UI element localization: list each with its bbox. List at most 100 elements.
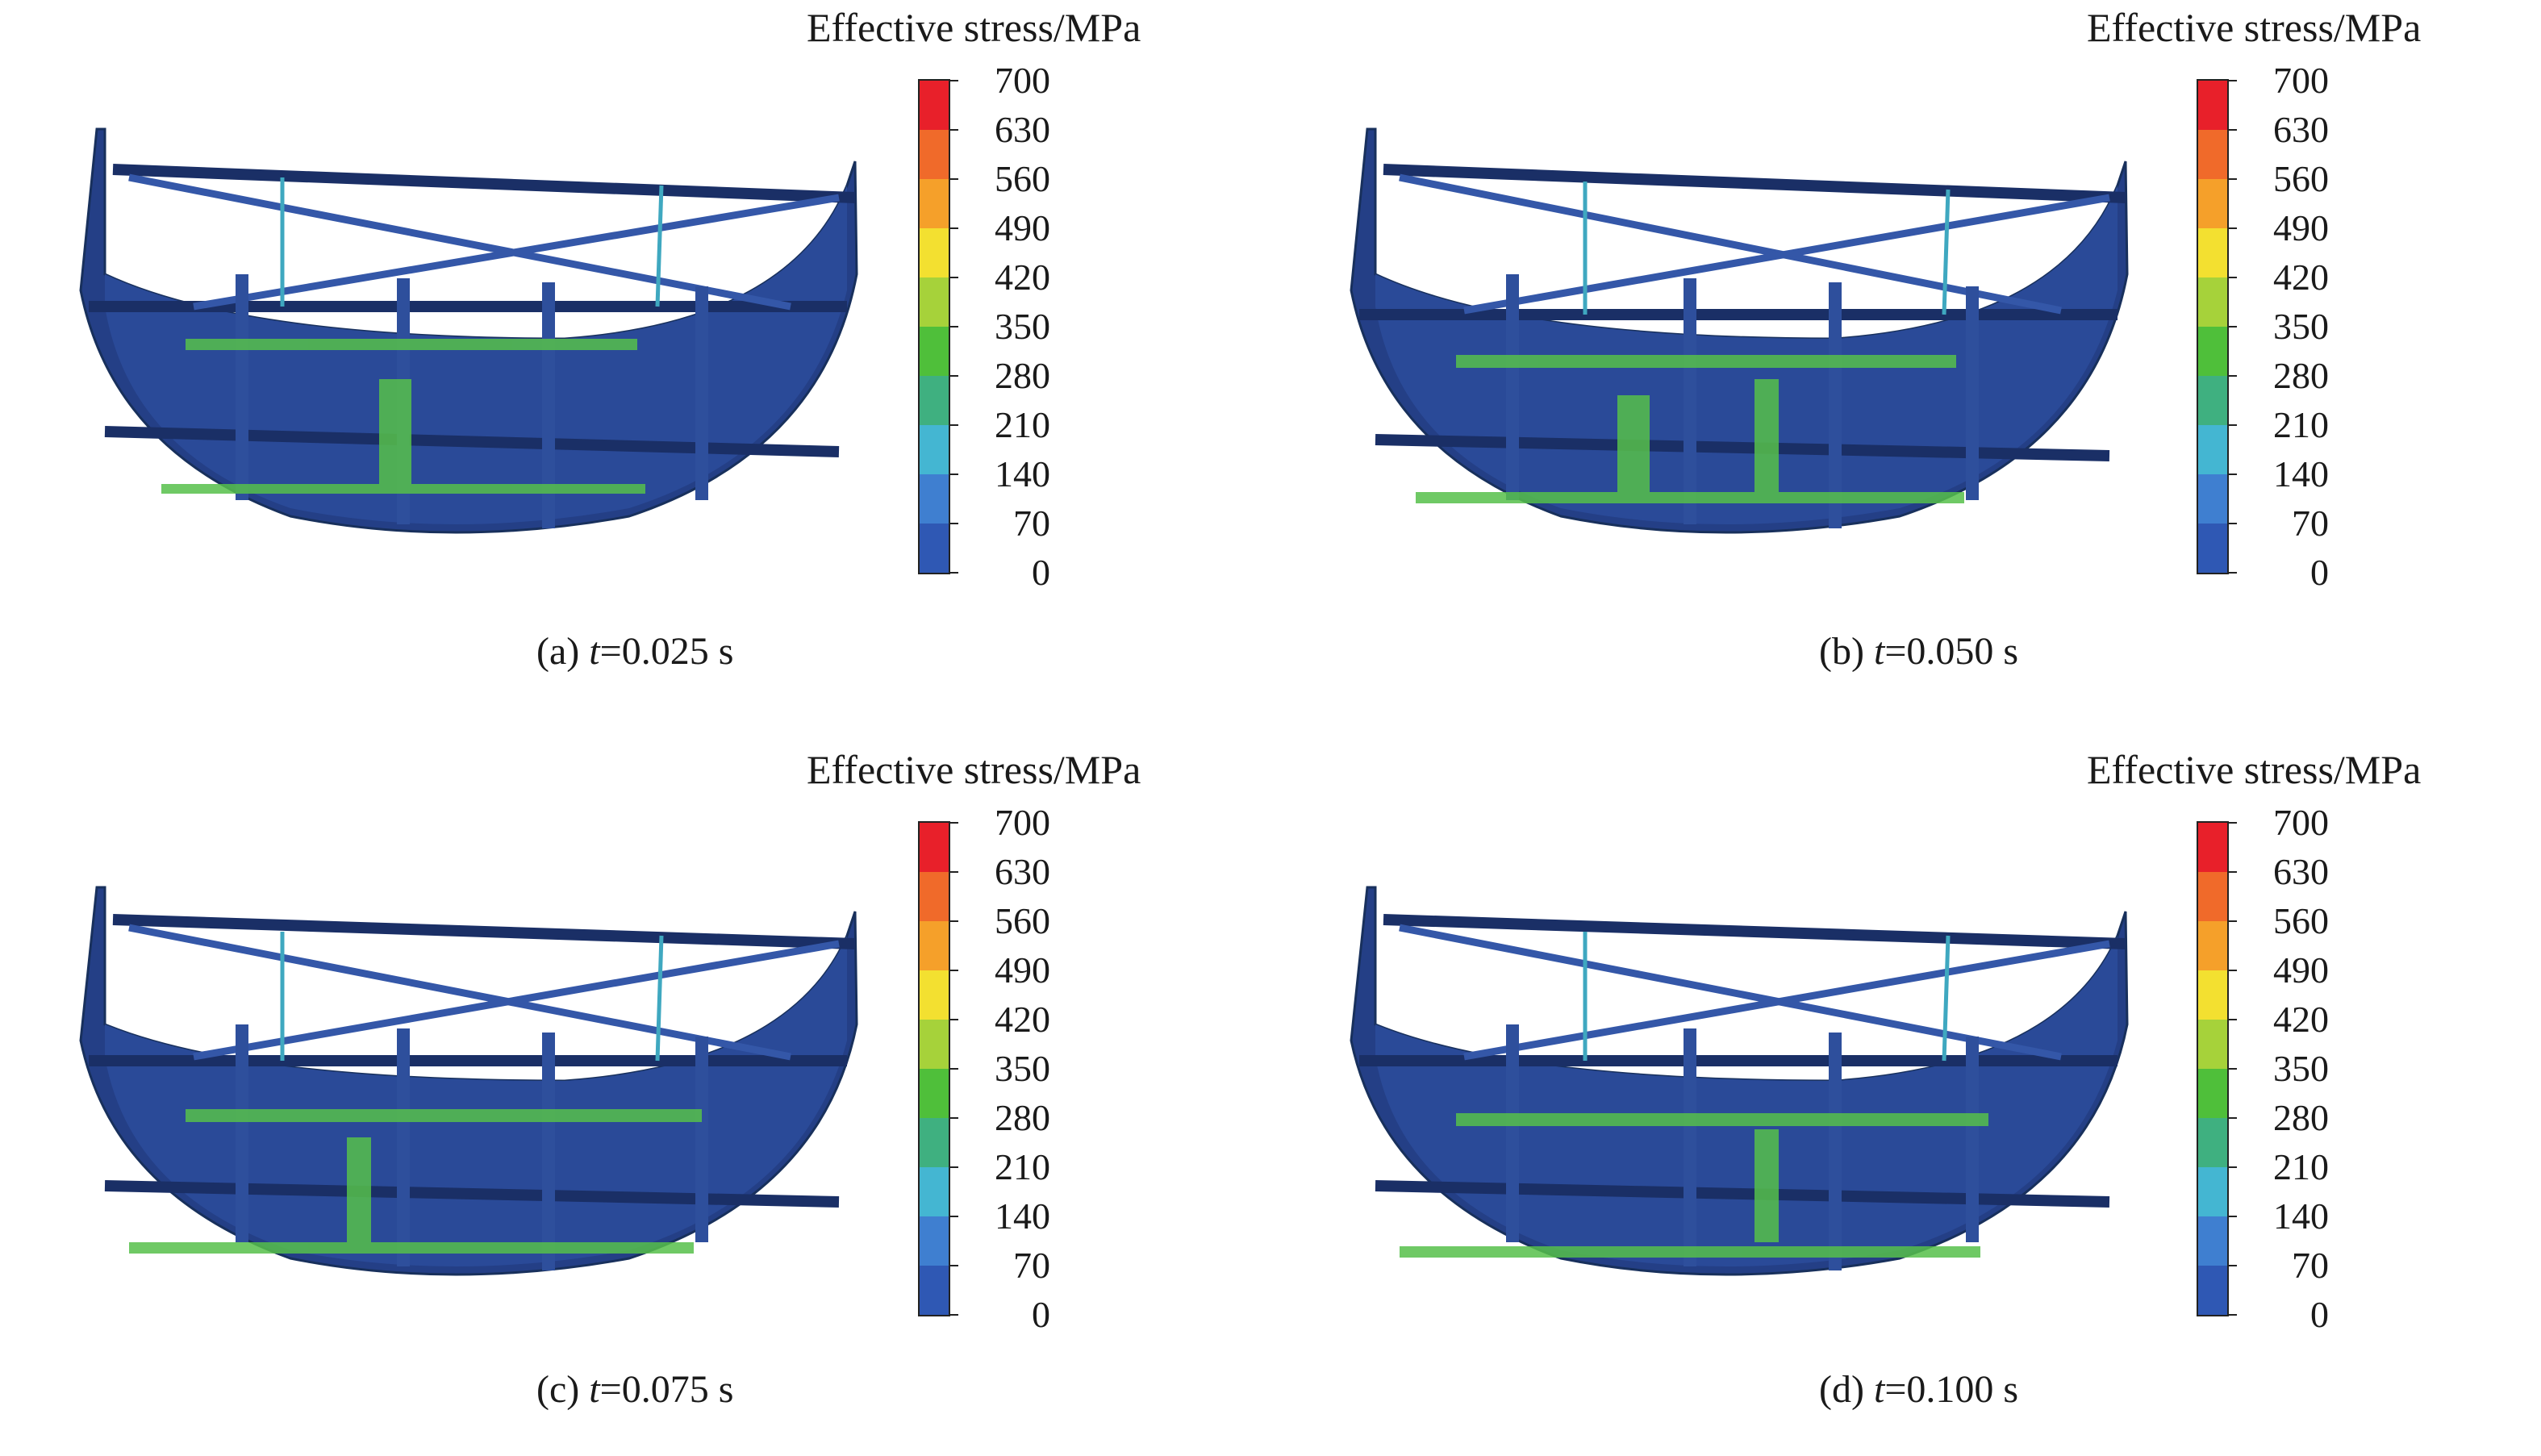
caption-label: (d) <box>1819 1368 1874 1411</box>
colorbar-segment <box>2198 81 2227 130</box>
colorbar-title: Effective stress/MPa <box>2087 5 2422 50</box>
colorbar-tick-label: 140 <box>995 453 1050 494</box>
colorbar-segment <box>2198 474 2227 524</box>
colorbar-tick-mark <box>2229 523 2237 524</box>
colorbar-segment <box>2198 179 2227 228</box>
hull-structure-render <box>1350 886 2129 1276</box>
caption-value: =0.075 s <box>599 1368 734 1411</box>
colorbar-segment <box>2198 1167 2227 1216</box>
colorbar-tick-mark <box>950 129 958 131</box>
colorbar-tick-label: 350 <box>2273 306 2329 347</box>
colorbar-tick-mark <box>2229 1314 2237 1316</box>
panel-caption: (a) t=0.025 s <box>536 629 733 674</box>
hull-structure-render <box>79 127 858 534</box>
colorbar-segment <box>2198 228 2227 277</box>
colorbar-tick-mark <box>2229 375 2237 377</box>
colorbar-tick-label: 630 <box>2273 109 2329 150</box>
panel-a: Effective stress/MPa (a) t=0.025 s 700 63… <box>0 0 1270 714</box>
colorbar-tick-label: 280 <box>2273 1097 2329 1138</box>
colorbar-tick-mark <box>950 277 958 278</box>
colorbar-segment <box>920 1167 949 1216</box>
colorbar-tick-label: 140 <box>2273 453 2329 494</box>
colorbar-segment <box>920 1216 949 1266</box>
colorbar-tick-mark <box>2229 572 2237 574</box>
colorbar-tick-mark <box>950 920 958 922</box>
caption-variable: t <box>1873 1368 1885 1411</box>
colorbar-tick-mark <box>2229 871 2237 873</box>
caption-value: =0.100 s <box>1884 1368 2019 1411</box>
colorbar-segment <box>2198 130 2227 179</box>
colorbar-tick-label: 70 <box>1013 1245 1050 1286</box>
colorbar-tick-label: 140 <box>995 1195 1050 1237</box>
colorbar-tick-label: 140 <box>2273 1195 2329 1237</box>
colorbar-tick-label: 280 <box>2273 355 2329 396</box>
colorbar-segment <box>920 823 949 872</box>
colorbar-segment <box>2198 1020 2227 1069</box>
colorbar-tick-mark <box>950 1265 958 1266</box>
colorbar-tick-label: 420 <box>995 257 1050 298</box>
colorbar-tick-mark <box>950 424 958 426</box>
colorbar <box>2197 79 2229 574</box>
colorbar-tick-mark <box>2229 1117 2237 1119</box>
colorbar-tick-mark <box>2229 1265 2237 1266</box>
colorbar-tick-mark <box>950 474 958 475</box>
colorbar-tick-label: 0 <box>2310 552 2329 593</box>
colorbar-tick-mark <box>2229 1019 2237 1020</box>
colorbar-tick-mark <box>950 375 958 377</box>
panel-d: Effective stress/MPa (d) t=0.100 s 700 63… <box>1270 742 2541 1456</box>
colorbar-tick-mark <box>2229 277 2237 278</box>
colorbar-tick-mark <box>2229 1166 2237 1168</box>
colorbar-segment <box>920 81 949 130</box>
colorbar-segment <box>920 228 949 277</box>
colorbar-tick-mark <box>2229 822 2237 824</box>
colorbar-segment <box>920 1020 949 1069</box>
colorbar-segment <box>2198 277 2227 327</box>
colorbar-tick-label: 210 <box>995 1146 1050 1187</box>
colorbar-tick-label: 280 <box>995 355 1050 396</box>
colorbar-tick-mark <box>950 326 958 327</box>
colorbar-tick-label: 280 <box>995 1097 1050 1138</box>
colorbar-title: Effective stress/MPa <box>807 747 1141 792</box>
panel-caption: (d) t=0.100 s <box>1819 1367 2018 1412</box>
colorbar-tick-label: 490 <box>995 207 1050 248</box>
colorbar-tick-mark <box>2229 1216 2237 1217</box>
colorbar-segment <box>920 1069 949 1118</box>
caption-label: (b) <box>1819 630 1874 673</box>
colorbar-segment <box>2198 921 2227 970</box>
colorbar-tick-label: 560 <box>2273 900 2329 941</box>
colorbar <box>918 821 950 1316</box>
colorbar-tick-mark <box>950 1019 958 1020</box>
colorbar <box>2197 821 2229 1316</box>
colorbar-segment <box>920 327 949 376</box>
colorbar-segment <box>2198 327 2227 376</box>
colorbar-title: Effective stress/MPa <box>2087 747 2422 792</box>
colorbar-tick-mark <box>2229 227 2237 229</box>
panel-caption: (c) t=0.075 s <box>536 1367 733 1412</box>
panel-caption: (b) t=0.050 s <box>1819 629 2018 674</box>
caption-variable: t <box>589 630 600 673</box>
colorbar-segment <box>920 179 949 228</box>
colorbar-tick-mark <box>950 1216 958 1217</box>
colorbar-tick-label: 70 <box>1013 503 1050 544</box>
colorbar-tick-label: 490 <box>2273 949 2329 991</box>
colorbar-tick-label: 0 <box>1032 552 1050 593</box>
colorbar-tick-label: 700 <box>2273 60 2329 101</box>
colorbar-segment <box>920 872 949 921</box>
colorbar-tick-mark <box>2229 326 2237 327</box>
colorbar-tick-label: 350 <box>2273 1048 2329 1089</box>
caption-variable: t <box>589 1368 600 1411</box>
colorbar-segment <box>920 1118 949 1167</box>
colorbar-segment <box>920 474 949 524</box>
colorbar-tick-label: 560 <box>995 900 1050 941</box>
colorbar-segment <box>920 425 949 474</box>
colorbar-tick-mark <box>2229 178 2237 180</box>
colorbar-tick-label: 490 <box>995 949 1050 991</box>
colorbar-segment <box>920 970 949 1020</box>
colorbar-tick-label: 560 <box>2273 158 2329 199</box>
colorbar-segment <box>920 1266 949 1315</box>
colorbar-segment <box>2198 376 2227 425</box>
colorbar-tick-label: 630 <box>2273 851 2329 892</box>
colorbar-segment <box>2198 425 2227 474</box>
colorbar-tick-mark <box>2229 970 2237 971</box>
colorbar-tick-mark <box>2229 80 2237 81</box>
